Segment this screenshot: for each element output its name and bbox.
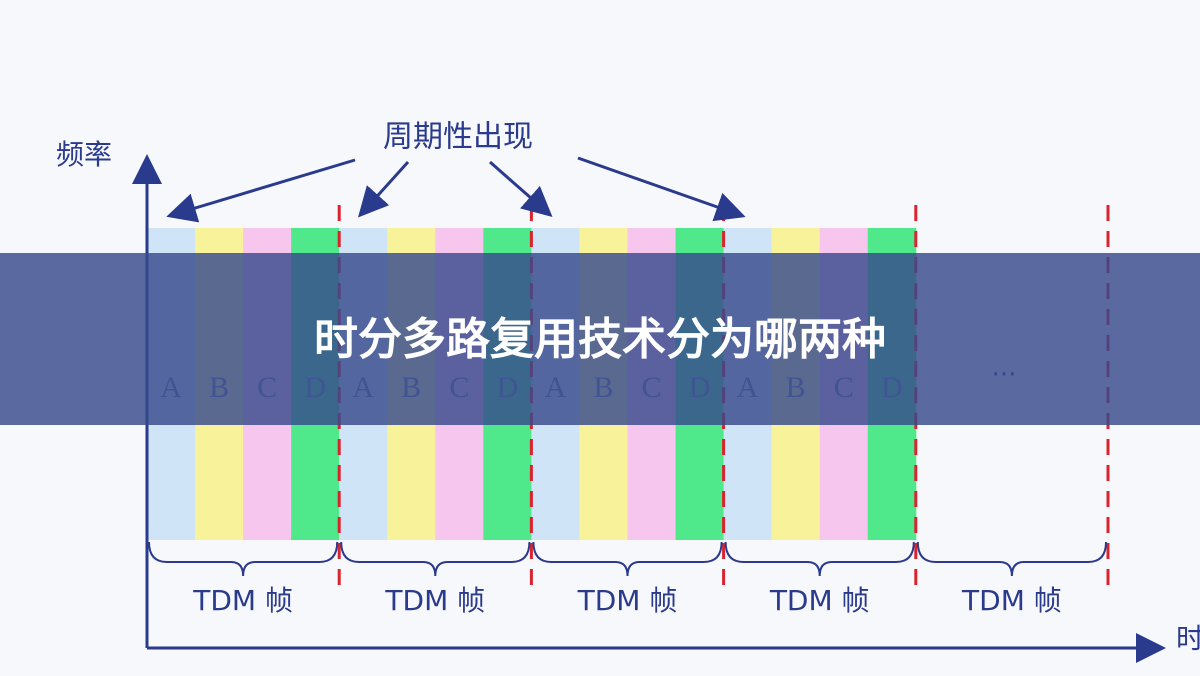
frame-label: TDM 帧 (577, 584, 678, 617)
banner-title: 时分多路复用技术分为哪两种 (314, 314, 886, 365)
frame-braces: TDM 帧 TDM 帧 TDM 帧 TDM 帧 TDM 帧 (148, 541, 1107, 617)
frame-label: TDM 帧 (769, 584, 870, 617)
brace (532, 541, 723, 577)
frame-label: TDM 帧 (961, 584, 1062, 617)
arrow (166, 158, 356, 223)
frame-label: TDM 帧 (192, 584, 293, 617)
brace (340, 541, 531, 577)
annotation-arrows (166, 156, 746, 223)
arrow (577, 156, 746, 222)
annotation: 周期性出现 (383, 120, 533, 155)
brace (916, 541, 1107, 577)
y-axis-label: 频率 (56, 138, 112, 171)
brace (724, 541, 915, 577)
banner (0, 253, 1200, 425)
frame-label: TDM 帧 (384, 584, 485, 617)
arrow (357, 160, 410, 218)
x-axis-label: 时 (1176, 622, 1200, 655)
brace (148, 541, 339, 577)
arrow (489, 160, 553, 217)
